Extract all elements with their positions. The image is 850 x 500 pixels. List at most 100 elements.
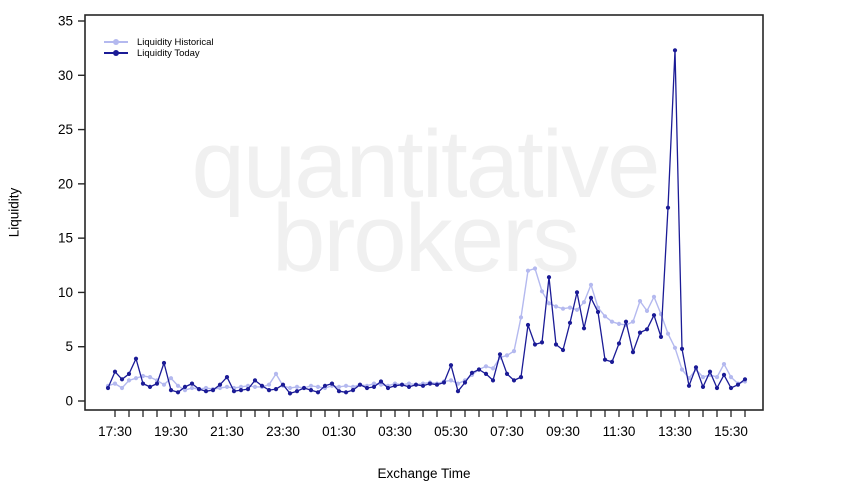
data-point bbox=[546, 275, 552, 280]
data-point bbox=[336, 384, 342, 389]
data-point bbox=[182, 384, 188, 389]
data-point bbox=[518, 375, 524, 380]
data-point bbox=[147, 384, 153, 389]
x-tick-label: 01:30 bbox=[322, 424, 356, 439]
data-point bbox=[686, 383, 692, 388]
data-point bbox=[168, 376, 174, 381]
data-point bbox=[616, 341, 622, 346]
y-tick-label: 30 bbox=[58, 68, 73, 83]
data-point bbox=[245, 387, 251, 392]
data-point bbox=[588, 282, 594, 287]
y-tick-label: 25 bbox=[58, 122, 73, 137]
x-tick-label: 19:30 bbox=[154, 424, 188, 439]
data-point bbox=[126, 378, 132, 383]
data-point bbox=[469, 370, 475, 375]
data-point bbox=[364, 385, 370, 391]
data-point bbox=[105, 385, 111, 391]
x-tick-label: 23:30 bbox=[266, 424, 300, 439]
data-point bbox=[203, 389, 209, 394]
data-point bbox=[357, 382, 363, 387]
data-point bbox=[679, 346, 685, 351]
y-tick-label: 20 bbox=[58, 176, 73, 191]
data-point bbox=[294, 384, 300, 389]
data-point bbox=[448, 363, 454, 368]
series-line bbox=[107, 49, 746, 395]
data-point bbox=[427, 381, 433, 386]
x-tick-label: 15:30 bbox=[714, 424, 748, 439]
data-point bbox=[441, 380, 447, 385]
data-point bbox=[504, 353, 510, 358]
data-point bbox=[315, 390, 321, 395]
data-point bbox=[630, 350, 636, 355]
data-point bbox=[511, 349, 517, 354]
legend: Liquidity Historical Liquidity Today bbox=[104, 37, 214, 59]
data-point bbox=[574, 290, 580, 295]
data-point bbox=[189, 381, 195, 386]
data-point bbox=[714, 385, 720, 391]
y-axis-title: Liquidity bbox=[6, 187, 22, 238]
data-point bbox=[161, 382, 167, 387]
y-tick-label: 15 bbox=[58, 231, 73, 246]
x-tick-label: 13:30 bbox=[658, 424, 692, 439]
x-axis: 17:30 19:30 21:30 23:30 01:30 03:30 05:30 07:30… bbox=[98, 410, 748, 439]
data-point bbox=[406, 384, 412, 389]
data-point bbox=[651, 294, 657, 299]
x-tick-label: 17:30 bbox=[98, 424, 132, 439]
data-point bbox=[119, 385, 125, 391]
data-point bbox=[182, 388, 188, 393]
data-point bbox=[728, 385, 734, 391]
x-tick-label: 07:30 bbox=[490, 424, 524, 439]
data-point bbox=[322, 383, 328, 388]
x-tick-label: 05:30 bbox=[434, 424, 468, 439]
data-point bbox=[238, 388, 244, 393]
data-point bbox=[490, 378, 496, 383]
data-point bbox=[133, 356, 139, 361]
data-point bbox=[567, 320, 573, 325]
y-axis: 0 5 10 15 20 25 30 35 bbox=[58, 14, 85, 409]
data-point bbox=[658, 334, 664, 339]
data-point bbox=[252, 378, 258, 383]
data-point bbox=[224, 375, 230, 380]
data-point bbox=[518, 315, 524, 320]
data-point bbox=[679, 367, 685, 372]
data-point bbox=[462, 380, 468, 385]
data-point bbox=[273, 371, 279, 376]
data-point bbox=[630, 319, 636, 324]
data-point bbox=[175, 383, 181, 388]
data-point bbox=[735, 382, 741, 387]
data-point bbox=[266, 382, 272, 387]
legend-dot-icon bbox=[113, 50, 119, 56]
data-point bbox=[490, 366, 496, 371]
legend-swatch-historical bbox=[104, 39, 128, 45]
data-point bbox=[644, 308, 650, 313]
y-tick-label: 35 bbox=[58, 14, 73, 29]
data-point bbox=[532, 266, 538, 271]
data-point bbox=[539, 289, 545, 294]
data-point bbox=[154, 381, 160, 386]
data-point bbox=[483, 371, 489, 376]
data-point bbox=[280, 382, 286, 387]
data-point bbox=[448, 378, 454, 383]
data-point bbox=[371, 381, 377, 386]
data-point bbox=[350, 384, 356, 389]
data-point bbox=[385, 385, 391, 391]
data-point bbox=[406, 381, 412, 386]
data-point bbox=[700, 384, 706, 389]
data-point bbox=[553, 304, 559, 309]
data-point bbox=[371, 384, 377, 389]
watermark-line-1: quantitative bbox=[191, 111, 660, 218]
data-point bbox=[721, 372, 727, 377]
data-point bbox=[616, 321, 622, 326]
data-point bbox=[294, 389, 300, 394]
data-point bbox=[259, 383, 265, 388]
data-point bbox=[224, 384, 230, 389]
data-point bbox=[742, 377, 748, 382]
data-point bbox=[714, 375, 720, 380]
data-point bbox=[665, 331, 671, 336]
data-point bbox=[217, 382, 223, 387]
data-point bbox=[700, 375, 706, 380]
data-point bbox=[217, 385, 223, 391]
legend-label-historical: Liquidity Historical bbox=[137, 36, 214, 48]
